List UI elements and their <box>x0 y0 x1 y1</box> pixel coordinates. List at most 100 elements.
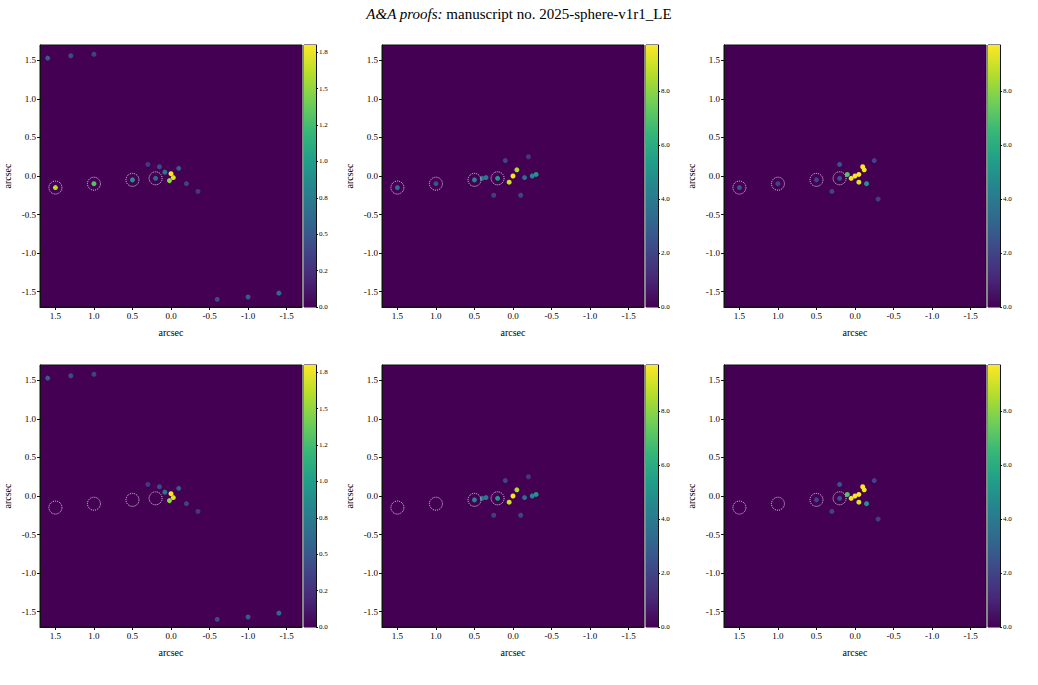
svg-text:-1.5: -1.5 <box>364 287 379 297</box>
svg-text:8.0: 8.0 <box>661 87 670 95</box>
svg-text:-0.5: -0.5 <box>544 311 559 321</box>
svg-text:1.0: 1.0 <box>367 94 379 104</box>
svg-text:1.0: 1.0 <box>772 631 784 641</box>
svg-text:arcsec: arcsec <box>501 647 527 658</box>
svg-text:1.5: 1.5 <box>25 55 37 65</box>
svg-text:-1.0: -1.0 <box>364 568 379 578</box>
svg-text:2.0: 2.0 <box>1003 249 1012 257</box>
svg-text:-1.5: -1.5 <box>364 607 379 617</box>
svg-text:8.0: 8.0 <box>661 407 670 415</box>
svg-text:1.0: 1.0 <box>319 157 328 165</box>
svg-text:1.5: 1.5 <box>50 631 62 641</box>
svg-text:-1.0: -1.0 <box>706 248 721 258</box>
svg-text:0.0: 0.0 <box>507 311 519 321</box>
svg-text:4.0: 4.0 <box>1003 195 1012 203</box>
svg-text:8.0: 8.0 <box>1003 87 1012 95</box>
svg-text:1.0: 1.0 <box>709 94 721 104</box>
svg-text:1.5: 1.5 <box>392 631 404 641</box>
svg-text:0.8: 0.8 <box>319 514 328 522</box>
svg-text:0.0: 0.0 <box>25 491 37 501</box>
svg-text:-1.5: -1.5 <box>22 287 37 297</box>
svg-text:0.2: 0.2 <box>319 267 328 275</box>
svg-text:1.0: 1.0 <box>367 414 379 424</box>
svg-text:1.5: 1.5 <box>319 85 328 93</box>
svg-text:-1.5: -1.5 <box>279 631 294 641</box>
svg-text:4.0: 4.0 <box>661 515 670 523</box>
svg-text:1.0: 1.0 <box>430 311 442 321</box>
svg-text:0.5: 0.5 <box>469 311 481 321</box>
svg-text:arcsec: arcsec <box>686 163 697 189</box>
svg-text:0.0: 0.0 <box>367 491 379 501</box>
svg-text:0.5: 0.5 <box>811 631 823 641</box>
svg-text:1.0: 1.0 <box>319 477 328 485</box>
svg-text:-1.0: -1.0 <box>241 311 256 321</box>
svg-text:1.5: 1.5 <box>392 311 404 321</box>
svg-text:0.5: 0.5 <box>25 132 37 142</box>
svg-text:-1.5: -1.5 <box>22 607 37 617</box>
svg-text:arcsec: arcsec <box>686 483 697 509</box>
svg-text:0.5: 0.5 <box>367 452 379 462</box>
svg-text:4.0: 4.0 <box>661 195 670 203</box>
svg-text:-1.5: -1.5 <box>963 311 978 321</box>
svg-text:0.0: 0.0 <box>1003 303 1012 311</box>
svg-text:0.0: 0.0 <box>165 311 177 321</box>
svg-text:0.0: 0.0 <box>1003 623 1012 631</box>
svg-text:-0.5: -0.5 <box>202 311 217 321</box>
svg-text:-0.5: -0.5 <box>364 210 379 220</box>
svg-text:6.0: 6.0 <box>661 461 670 469</box>
svg-text:0.0: 0.0 <box>849 631 861 641</box>
svg-text:1.5: 1.5 <box>50 311 62 321</box>
svg-text:1.0: 1.0 <box>88 311 100 321</box>
svg-text:0.0: 0.0 <box>367 171 379 181</box>
svg-text:1.5: 1.5 <box>367 375 379 385</box>
svg-text:1.5: 1.5 <box>25 375 37 385</box>
svg-text:2.0: 2.0 <box>661 569 670 577</box>
svg-text:0.5: 0.5 <box>811 311 823 321</box>
svg-text:0.5: 0.5 <box>319 230 328 238</box>
svg-text:0.5: 0.5 <box>25 452 37 462</box>
svg-text:-1.5: -1.5 <box>706 287 721 297</box>
svg-text:0.5: 0.5 <box>319 550 328 558</box>
svg-text:-1.0: -1.0 <box>706 568 721 578</box>
svg-text:0.0: 0.0 <box>661 623 670 631</box>
svg-text:-1.5: -1.5 <box>706 607 721 617</box>
svg-text:-1.5: -1.5 <box>963 631 978 641</box>
svg-text:1.0: 1.0 <box>25 414 37 424</box>
svg-text:-1.0: -1.0 <box>925 631 940 641</box>
svg-text:arcsec: arcsec <box>159 327 185 338</box>
svg-text:-0.5: -0.5 <box>886 311 901 321</box>
svg-text:6.0: 6.0 <box>661 141 670 149</box>
svg-text:-1.0: -1.0 <box>241 631 256 641</box>
svg-text:-1.0: -1.0 <box>22 248 37 258</box>
svg-text:-1.5: -1.5 <box>279 311 294 321</box>
svg-text:-0.5: -0.5 <box>706 530 721 540</box>
svg-text:arcsec: arcsec <box>344 163 355 189</box>
svg-text:1.0: 1.0 <box>25 94 37 104</box>
svg-text:4.0: 4.0 <box>1003 515 1012 523</box>
svg-text:0.5: 0.5 <box>127 311 139 321</box>
svg-text:0.5: 0.5 <box>709 132 721 142</box>
svg-text:0.0: 0.0 <box>25 171 37 181</box>
svg-text:arcsec: arcsec <box>843 647 869 658</box>
svg-text:1.8: 1.8 <box>319 368 328 376</box>
svg-text:6.0: 6.0 <box>1003 141 1012 149</box>
svg-text:1.5: 1.5 <box>319 405 328 413</box>
svg-text:0.0: 0.0 <box>319 623 328 631</box>
svg-text:1.0: 1.0 <box>88 631 100 641</box>
svg-text:0.5: 0.5 <box>469 631 481 641</box>
svg-text:1.0: 1.0 <box>772 311 784 321</box>
svg-text:0.5: 0.5 <box>709 452 721 462</box>
svg-text:0.0: 0.0 <box>709 491 721 501</box>
svg-text:arcsec: arcsec <box>2 163 13 189</box>
svg-text:0.0: 0.0 <box>165 631 177 641</box>
svg-text:1.0: 1.0 <box>430 631 442 641</box>
svg-text:arcsec: arcsec <box>843 327 869 338</box>
svg-text:-1.5: -1.5 <box>621 631 636 641</box>
svg-text:0.0: 0.0 <box>849 311 861 321</box>
svg-text:-1.0: -1.0 <box>364 248 379 258</box>
svg-text:0.5: 0.5 <box>127 631 139 641</box>
svg-text:arcsec: arcsec <box>2 483 13 509</box>
svg-text:0.5: 0.5 <box>367 132 379 142</box>
svg-text:0.0: 0.0 <box>507 631 519 641</box>
svg-text:-1.5: -1.5 <box>621 311 636 321</box>
